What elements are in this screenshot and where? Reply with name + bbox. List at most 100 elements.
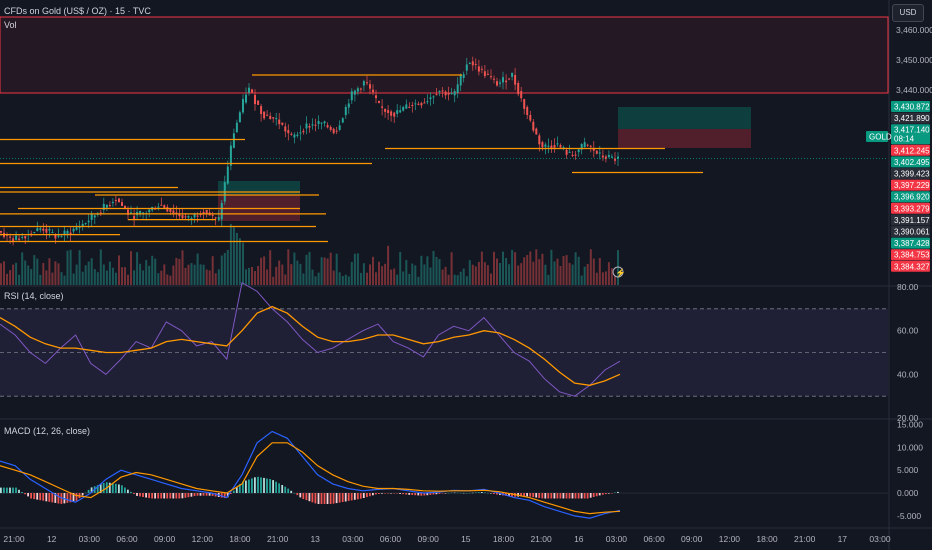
supply-zone <box>0 16 889 94</box>
candle-body <box>81 223 84 226</box>
volume-bar <box>30 269 33 285</box>
macd-histogram-bar <box>9 487 11 494</box>
macd-histogram-bar <box>393 493 395 494</box>
volume-bar <box>429 267 432 285</box>
candle-body <box>447 92 450 95</box>
candle-body <box>423 102 426 104</box>
macd-histogram-bar <box>196 493 199 496</box>
volume-bar <box>610 268 613 285</box>
volume-bar <box>496 258 498 285</box>
volume-bar <box>105 270 108 285</box>
macd-histogram-bar <box>444 493 447 494</box>
macd-histogram-bar <box>459 492 462 494</box>
volume-bar <box>517 265 520 285</box>
volume-bar <box>139 263 142 285</box>
time-tick: 18:00 <box>756 534 778 544</box>
candle-body <box>317 121 320 125</box>
volume-bar <box>199 264 202 285</box>
volume-bar <box>353 253 356 285</box>
volume-bar <box>242 242 244 285</box>
volume-bar <box>447 274 450 285</box>
macd-histogram-bar <box>151 493 153 499</box>
macd-histogram-bar <box>6 487 8 494</box>
macd-histogram-bar <box>84 492 87 494</box>
time-tick: 12:00 <box>192 534 214 544</box>
candle-body <box>362 81 365 86</box>
candle-body <box>257 100 260 105</box>
candle-body <box>544 144 547 147</box>
candle-body <box>254 94 256 105</box>
volume-bar <box>314 276 317 285</box>
price-tag-text: 3,430.872 <box>894 103 930 112</box>
macd-histogram-bar <box>453 492 456 494</box>
candle-body <box>607 154 610 158</box>
macd-histogram-bar <box>248 479 250 494</box>
macd-histogram-bar <box>99 484 102 493</box>
macd-histogram-bar <box>350 493 353 501</box>
volume-bar <box>465 276 468 285</box>
volume-bar <box>263 256 266 285</box>
candle-body <box>529 115 532 121</box>
volume-bar <box>178 258 181 285</box>
macd-histogram-bar <box>284 486 287 494</box>
candle-body <box>172 210 175 214</box>
candle-body <box>21 236 24 238</box>
candle-body <box>238 112 241 123</box>
volume-bar <box>477 261 480 285</box>
volume-bar <box>399 251 402 285</box>
macd-histogram-bar <box>532 493 535 498</box>
volume-bar <box>574 252 577 285</box>
volume-label: Vol <box>4 20 17 30</box>
macd-histogram-bar <box>441 493 444 494</box>
volume-bar <box>378 261 380 285</box>
volume-bar <box>45 270 48 285</box>
volume-bar <box>490 273 492 285</box>
volume-bar <box>99 249 102 285</box>
macd-histogram-bar <box>238 484 241 493</box>
macd-histogram-bar <box>468 492 471 494</box>
macd-histogram-bar <box>33 493 36 500</box>
volume-bar <box>420 255 423 285</box>
macd-histogram-bar <box>54 493 57 503</box>
candle-body <box>93 215 96 218</box>
volume-bar <box>586 263 589 285</box>
macd-histogram-bar <box>36 493 39 500</box>
macd-histogram-bar <box>81 493 84 496</box>
candle-body <box>598 152 601 154</box>
volume-bar <box>187 264 190 285</box>
volume-bar <box>565 255 568 285</box>
macd-histogram-bar <box>121 485 123 494</box>
time-tick: 09:00 <box>681 534 703 544</box>
candle-body <box>163 205 166 209</box>
candle-body <box>344 107 347 116</box>
candle-body <box>57 235 60 237</box>
volume-bar <box>66 250 69 285</box>
macd-histogram-bar <box>499 493 501 495</box>
macd-histogram-bar <box>136 493 138 496</box>
macd-histogram-bar <box>375 493 377 495</box>
macd-histogram-bar <box>471 492 474 494</box>
macd-histogram-bar <box>604 493 607 495</box>
candle-body <box>617 156 619 159</box>
volume-bar <box>12 264 15 285</box>
candle-body <box>571 154 574 156</box>
volume-bar <box>108 261 111 285</box>
price-tag: 3,402.495 <box>891 156 930 168</box>
price-tag-text: 3,421.890 <box>894 114 930 123</box>
signal-line <box>0 442 621 515</box>
candle-body <box>69 232 72 235</box>
candle-body <box>483 71 486 77</box>
currency-button[interactable]: USD <box>892 4 924 22</box>
macd-histogram-bar <box>275 481 277 493</box>
candle-body <box>580 143 583 150</box>
macd-histogram-bar <box>145 493 147 498</box>
macd-histogram-bar <box>574 493 577 499</box>
macd-histogram-bar <box>562 493 565 499</box>
macd-histogram-bar <box>435 493 438 495</box>
macd-histogram-bar <box>347 493 350 501</box>
candle-body <box>381 106 384 108</box>
macd-histogram-bar <box>598 493 601 496</box>
volume-bar <box>133 270 136 285</box>
time-tick: 09:00 <box>418 534 440 544</box>
